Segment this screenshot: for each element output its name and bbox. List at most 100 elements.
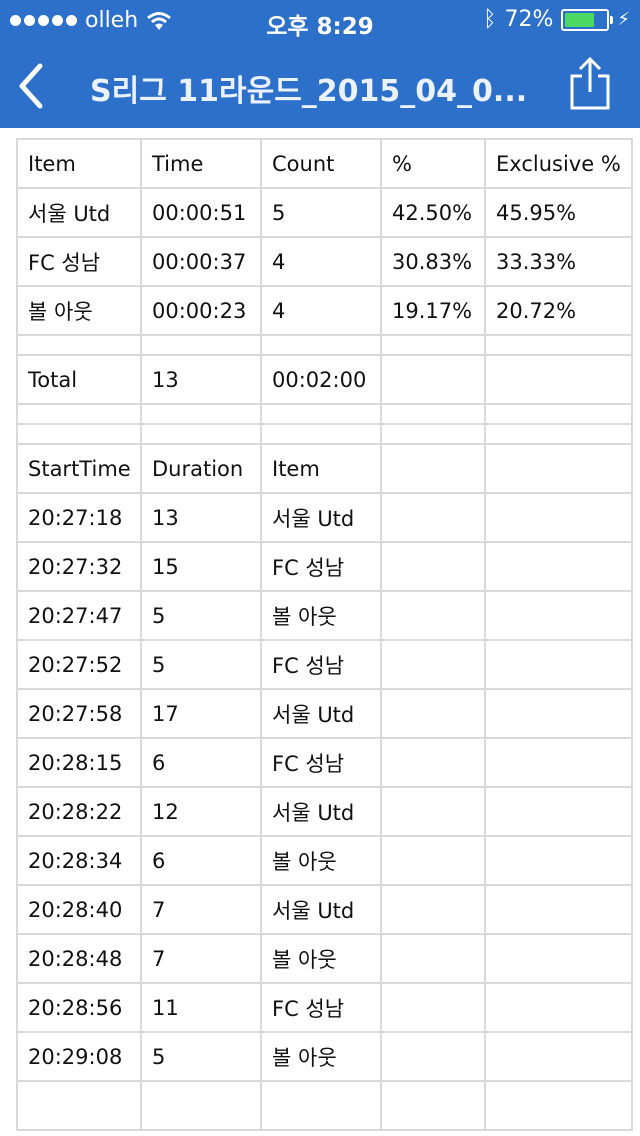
table-cell [484, 1031, 633, 1082]
table-cell: 20.72% [484, 285, 633, 336]
wifi-icon [147, 11, 172, 30]
table-cell [484, 933, 633, 984]
table-cell: 5 [140, 590, 262, 641]
table-cell: 20:28:22 [16, 786, 142, 837]
table-cell [484, 541, 633, 592]
table-cell: 볼 아웃 [260, 590, 382, 641]
log-row [16, 1080, 633, 1131]
table-cell [484, 835, 633, 886]
table-cell: 20:27:52 [16, 639, 142, 690]
table-cell: Time [140, 138, 262, 189]
chevron-left-icon[interactable] [12, 58, 52, 114]
table-cell: Duration [140, 443, 262, 494]
table-cell: 볼 아웃 [260, 835, 382, 886]
table-cell [16, 334, 142, 356]
spacer-row [16, 423, 633, 445]
table-cell: 20:29:08 [16, 1031, 142, 1082]
table-cell: 6 [140, 737, 262, 788]
table-cell: Exclusive % [484, 138, 633, 189]
table-cell: 19.17% [380, 285, 486, 336]
table-cell [380, 639, 486, 690]
table-cell: 20:27:58 [16, 688, 142, 739]
table-cell [380, 541, 486, 592]
navigation-bar: S리그 11라운드_2015_04_0... [0, 44, 640, 128]
table-cell [380, 590, 486, 641]
table-cell: 12 [140, 786, 262, 837]
table-cell: 볼 아웃 [260, 1031, 382, 1082]
table-cell: 33.33% [484, 236, 633, 287]
table-cell [484, 423, 633, 445]
table-cell: 7 [140, 933, 262, 984]
table-cell [484, 590, 633, 641]
table-cell: Item [16, 138, 142, 189]
table-cell: FC 성남 [260, 982, 382, 1033]
table-cell [380, 443, 486, 494]
log-row: 20:28:40 7 서울 Utd [16, 884, 633, 935]
table-cell: 5 [260, 187, 382, 238]
spacer-row [16, 334, 633, 356]
table-cell [140, 403, 262, 425]
table-cell [380, 835, 486, 886]
table-cell: 서울 Utd [16, 187, 142, 238]
carrier-area: olleh [10, 8, 172, 33]
summary-row: 서울 Utd 00:00:51 5 42.50% 45.95% [16, 187, 633, 238]
log-row: 20:28:56 11 FC 성남 [16, 982, 633, 1033]
log-row: 20:27:18 13 서울 Utd [16, 492, 633, 543]
table-cell [380, 423, 486, 445]
charging-icon: ⚡ [617, 9, 630, 30]
table-cell [380, 354, 486, 405]
table-cell [380, 884, 486, 935]
table-cell: 13 [140, 354, 262, 405]
carrier-name: olleh [85, 8, 139, 33]
table-cell: 45.95% [484, 187, 633, 238]
battery-fill [565, 12, 595, 27]
log-row: 20:27:47 5 볼 아웃 [16, 590, 633, 641]
table-cell [484, 982, 633, 1033]
table-cell [16, 423, 142, 445]
status-bar: olleh 오후 8:29 ᛒ 72% ⚡ [0, 0, 640, 40]
table-cell [484, 443, 633, 494]
table-cell [380, 688, 486, 739]
summary-header-row: Item Time Count% Exclusive % [16, 138, 633, 189]
page-title: S리그 11라운드_2015_04_0... [90, 74, 528, 109]
table-cell [260, 1080, 382, 1131]
log-row: 20:27:52 5 FC 성남 [16, 639, 633, 690]
table-cell [380, 982, 486, 1033]
table-cell [380, 1031, 486, 1082]
table-cell [16, 403, 142, 425]
table-cell: 13 [140, 492, 262, 543]
table-cell [380, 492, 486, 543]
table-cell [380, 933, 486, 984]
table-cell: 서울 Utd [260, 884, 382, 935]
table-cell: 4 [260, 285, 382, 336]
report-table: Item Time Count% Exclusive % 서울 Utd 00:00:51 5… [16, 138, 633, 1131]
table-cell: 00:00:23 [140, 285, 262, 336]
table-cell [380, 403, 486, 425]
table-cell: 4 [260, 236, 382, 287]
table-cell [260, 423, 382, 445]
report-view[interactable]: Item Time Count% Exclusive % 서울 Utd 00:00:51 5… [0, 128, 640, 1136]
table-cell: 30.83% [380, 236, 486, 287]
log-row: 20:29:08 5 볼 아웃 [16, 1031, 633, 1082]
table-cell: % [380, 138, 486, 189]
table-cell: 20:27:47 [16, 590, 142, 641]
log-row: 20:27:58 17 서울 Utd [16, 688, 633, 739]
table-cell [484, 403, 633, 425]
bluetooth-icon: ᛒ [483, 7, 497, 32]
log-header-row: StartTime Duration Item [16, 443, 633, 494]
table-cell: 7 [140, 884, 262, 935]
log-row: 20:28:22 12 서울 Utd [16, 786, 633, 837]
table-cell: Total [16, 354, 142, 405]
table-cell [260, 334, 382, 356]
log-row: 20:28:48 7 볼 아웃 [16, 933, 633, 984]
table-cell [484, 334, 633, 356]
table-cell: 볼 아웃 [16, 285, 142, 336]
table-cell: 00:00:37 [140, 236, 262, 287]
summary-row: FC 성남 00:00:37 4 30.83% 33.33% [16, 236, 633, 287]
table-cell: FC 성남 [260, 541, 382, 592]
table-cell: 20:28:15 [16, 737, 142, 788]
share-icon[interactable] [568, 56, 612, 112]
table-cell: FC 성남 [260, 737, 382, 788]
table-cell [380, 786, 486, 837]
table-cell [484, 354, 633, 405]
